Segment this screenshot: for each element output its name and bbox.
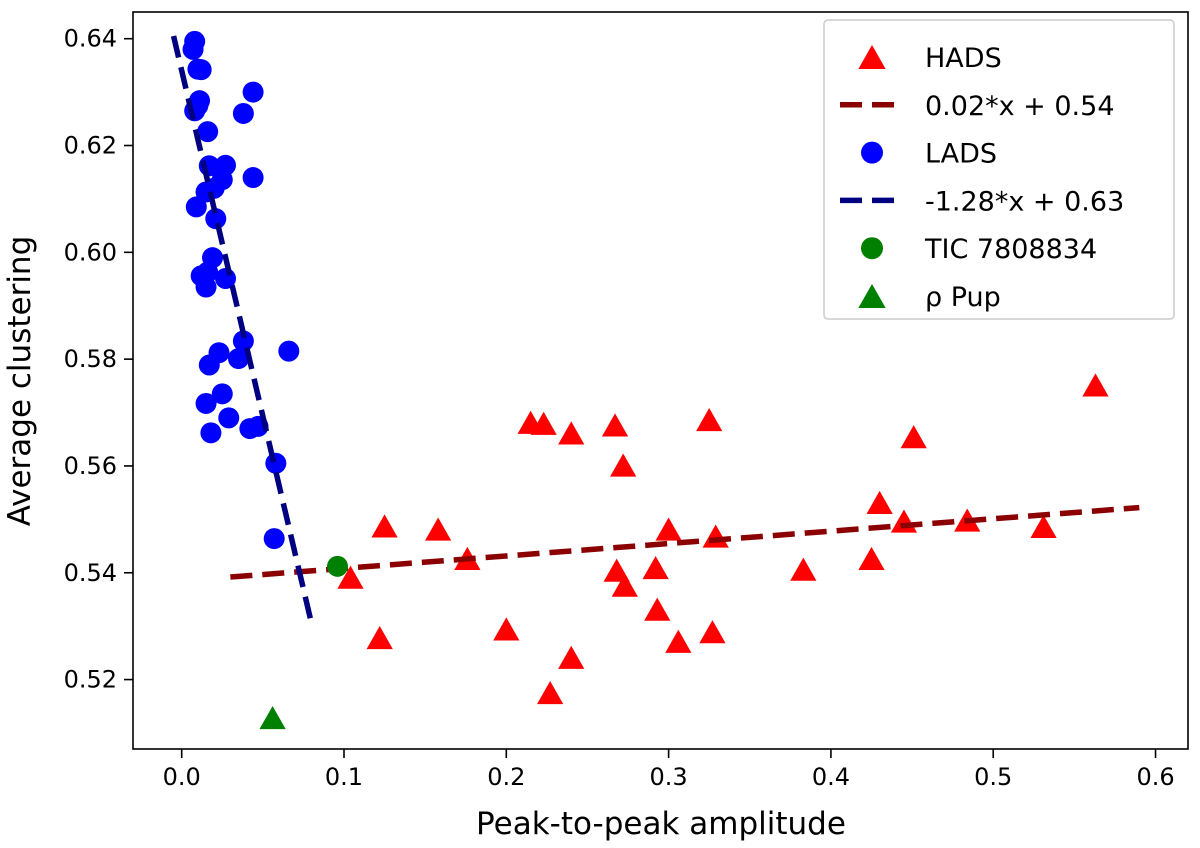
data-point-2-3 (190, 59, 212, 81)
x-tick-label: 0.6 (1136, 763, 1174, 791)
data-point-2-33 (200, 422, 222, 444)
data-point-2-1 (182, 38, 204, 60)
data-point-0-16 (603, 558, 630, 582)
data-point-2-25 (228, 348, 249, 370)
x-tick-label: 0.5 (974, 763, 1012, 791)
data-point-0-7 (900, 425, 927, 449)
x-tick-label: 0.1 (325, 763, 363, 791)
data-point-2-32 (239, 418, 261, 440)
data-point-0-23 (702, 524, 729, 548)
y-tick-label: 0.56 (64, 452, 117, 480)
data-point-0-21 (665, 629, 692, 653)
data-point-0-20 (655, 517, 682, 541)
legend-circle-marker (861, 237, 883, 260)
data-point-0-24 (790, 557, 817, 581)
data-point-0-19 (644, 597, 671, 621)
data-point-2-22 (195, 276, 217, 298)
y-tick-label: 0.60 (64, 238, 117, 266)
data-point-0-5 (601, 413, 629, 437)
x-tick-label: 0.3 (650, 763, 688, 791)
legend-entry-label: ρ Pup (925, 282, 1001, 313)
legend-circle-marker (861, 141, 883, 164)
data-point-2-15 (242, 167, 264, 189)
data-point-0-0 (1082, 373, 1109, 397)
x-axis-label: Peak-to-peak amplitude (476, 806, 846, 842)
data-point-0-22 (699, 620, 726, 644)
legend-entry-label: -1.28*x + 0.63 (925, 186, 1124, 217)
y-tick-label: 0.52 (64, 666, 117, 694)
axes-frame (132, 11, 1189, 750)
data-point-0-15 (558, 645, 585, 669)
legend-entry-label: LADS (925, 139, 997, 170)
y-tick-label: 0.58 (64, 345, 117, 373)
data-point-2-9 (232, 102, 254, 124)
legend-entry-label: HADS (925, 43, 1002, 74)
data-point-0-11 (337, 565, 364, 589)
plot-area (170, 30, 1140, 730)
data-point-2-12 (215, 154, 237, 176)
data-point-2-27 (198, 354, 220, 376)
data-point-0-8 (371, 514, 398, 538)
data-point-2-16 (185, 196, 207, 218)
data-point-0-4 (558, 421, 585, 445)
data-point-4-0 (327, 555, 349, 577)
fit-line-1 (230, 504, 1140, 580)
data-point-0-29 (1030, 514, 1057, 538)
data-point-0-3 (530, 411, 557, 435)
data-point-5-0 (259, 706, 286, 730)
data-point-0-17 (611, 573, 638, 597)
data-point-2-29 (195, 392, 217, 414)
y-axis-ticks: 0.52 0.54 0.56 0.58 0.60 0.62 0.64 (64, 25, 133, 694)
data-point-2-7 (197, 121, 219, 143)
x-tick-label: 0.2 (487, 763, 525, 791)
y-tick-label: 0.54 (64, 559, 117, 587)
legend-entry-label: TIC 7808834 (924, 234, 1097, 265)
data-point-0-14 (537, 680, 564, 705)
x-tick-label: 0.0 (163, 763, 201, 791)
legend-triangle-marker (858, 284, 886, 309)
data-point-0-26 (866, 490, 893, 514)
x-tick-label: 0.4 (812, 763, 850, 791)
data-point-0-12 (366, 625, 393, 650)
data-point-0-18 (642, 555, 669, 580)
data-point-0-27 (890, 509, 918, 533)
x-axis-ticks: 0.0 0.1 0.2 0.3 0.4 0.5 0.6 (163, 749, 1175, 791)
data-point-2-8 (242, 81, 264, 103)
legend-entry-label: 0.02*x + 0.54 (925, 91, 1115, 122)
y-axis-label: Average clustering (2, 236, 38, 527)
data-point-0-9 (425, 517, 452, 541)
legend-frame (823, 19, 1175, 320)
data-point-2-23 (278, 340, 300, 362)
y-tick-label: 0.64 (64, 25, 117, 53)
data-point-2-34 (265, 452, 287, 474)
data-point-2-28 (211, 383, 233, 405)
data-point-0-13 (493, 617, 520, 641)
data-point-0-1 (696, 408, 723, 432)
legend-triangle-marker (858, 45, 886, 70)
legend: HADS 0.02*x + 0.54 LADS -1.28*x + 0.63 TIC 7… (823, 19, 1175, 320)
data-point-2-24 (232, 330, 254, 352)
y-tick-label: 0.62 (64, 132, 117, 160)
data-point-0-25 (858, 546, 885, 571)
data-point-2-35 (263, 528, 285, 550)
data-point-0-6 (610, 453, 637, 477)
fit-line-3 (170, 35, 315, 625)
data-point-2-17 (205, 208, 227, 230)
data-point-2-30 (218, 407, 240, 429)
